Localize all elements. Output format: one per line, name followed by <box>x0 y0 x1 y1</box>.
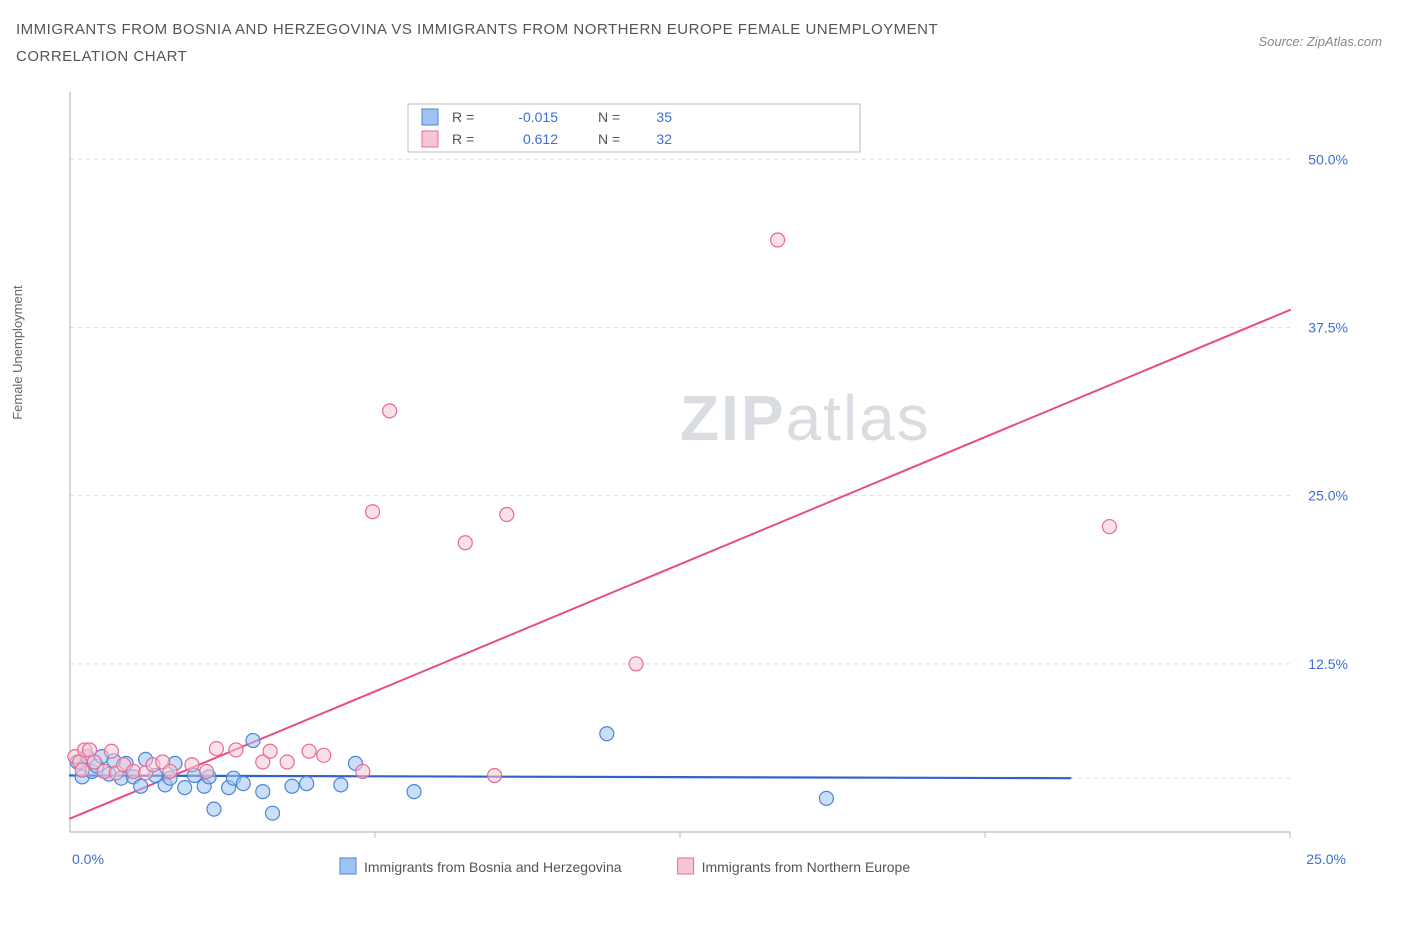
legend-swatch <box>422 131 438 147</box>
legend-n-label: N = <box>598 131 620 147</box>
x-tick-label: 25.0% <box>1306 851 1346 867</box>
scatter-point <box>185 758 199 772</box>
scatter-point <box>178 781 192 795</box>
scatter-point <box>75 763 89 777</box>
source-attribution: Source: ZipAtlas.com <box>1258 34 1382 49</box>
legend-swatch <box>340 858 356 874</box>
scatter-point <box>356 764 370 778</box>
legend-r-label: R = <box>452 131 474 147</box>
scatter-point <box>134 779 148 793</box>
chart-container: Female Unemployment ZIPatlas12.5%25.0%37… <box>16 82 1390 892</box>
scatter-point <box>600 727 614 741</box>
legend-n-value: 35 <box>656 109 672 125</box>
scatter-point <box>366 505 380 519</box>
x-tick-label: 0.0% <box>72 851 104 867</box>
legend-r-label: R = <box>452 109 474 125</box>
scatter-point <box>266 806 280 820</box>
scatter-point <box>285 779 299 793</box>
y-tick-label: 37.5% <box>1308 319 1348 335</box>
scatter-point <box>300 777 314 791</box>
legend-swatch <box>422 109 438 125</box>
scatter-point <box>236 777 250 791</box>
scatter-point <box>263 744 277 758</box>
correlation-scatter-chart: ZIPatlas 12.5% 25.0% 37.5% 50.0% 0.0% 25.0% R =… <box>16 82 1356 892</box>
scatter-point <box>317 748 331 762</box>
y-tick-label: 12.5% <box>1308 656 1348 672</box>
y-tick-label: 50.0% <box>1308 151 1348 167</box>
scatter-point <box>209 742 223 756</box>
legend-r-value: 0.612 <box>523 131 558 147</box>
title-line-2: CORRELATION CHART <box>16 48 187 65</box>
stats-legend-box <box>408 104 860 152</box>
legend-n-label: N = <box>598 109 620 125</box>
scatter-point <box>256 785 270 799</box>
scatter-point <box>280 755 294 769</box>
scatter-point <box>200 764 214 778</box>
legend-n-value: 32 <box>656 131 672 147</box>
scatter-point <box>458 536 472 550</box>
scatter-point <box>771 233 785 247</box>
svg-text:ZIPatlas: ZIPatlas <box>680 382 931 454</box>
legend-swatch <box>678 858 694 874</box>
legend-series-label: Immigrants from Northern Europe <box>702 859 911 875</box>
scatter-point <box>163 764 177 778</box>
legend-series-label: Immigrants from Bosnia and Herzegovina <box>364 859 622 875</box>
scatter-point <box>207 802 221 816</box>
scatter-point <box>246 734 260 748</box>
scatter-point <box>302 744 316 758</box>
scatter-point <box>383 404 397 418</box>
scatter-point <box>1102 520 1116 534</box>
scatter-point <box>500 507 514 521</box>
scatter-point <box>407 785 421 799</box>
chart-title: IMMIGRANTS FROM BOSNIA AND HERZEGOVINA V… <box>16 16 1066 70</box>
scatter-point <box>819 791 833 805</box>
y-tick-label: 25.0% <box>1308 488 1348 504</box>
scatter-point <box>629 657 643 671</box>
scatter-point <box>488 768 502 782</box>
y-axis-label: Female Unemployment <box>10 285 25 419</box>
scatter-point <box>229 743 243 757</box>
scatter-point <box>334 778 348 792</box>
legend-r-value: -0.015 <box>518 109 558 125</box>
scatter-point <box>104 744 118 758</box>
title-line-1: IMMIGRANTS FROM BOSNIA AND HERZEGOVINA V… <box>16 21 938 38</box>
